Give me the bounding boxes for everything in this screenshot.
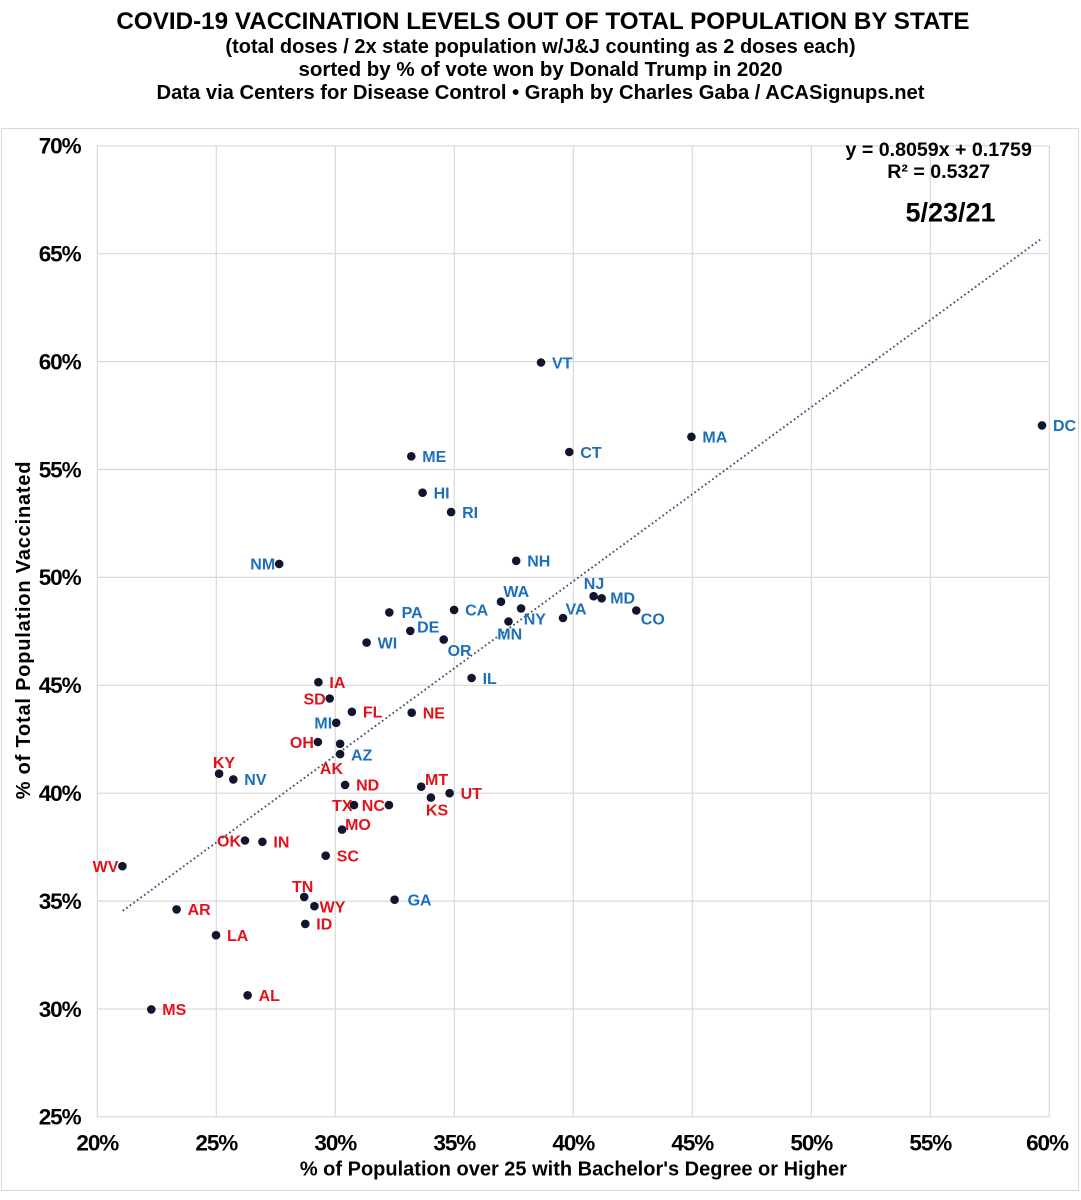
svg-text:MD: MD: [610, 591, 635, 608]
svg-text:MT: MT: [425, 772, 448, 789]
svg-text:40%: 40%: [39, 781, 82, 806]
svg-text:TN: TN: [292, 879, 313, 896]
svg-text:y = 0.8059x + 0.1759: y = 0.8059x + 0.1759: [846, 139, 1032, 161]
svg-text:5/23/21: 5/23/21: [905, 198, 995, 228]
svg-text:OR: OR: [448, 643, 472, 660]
svg-text:ID: ID: [316, 917, 332, 934]
svg-text:NE: NE: [423, 706, 446, 723]
svg-text:R² = 0.5327: R² = 0.5327: [887, 161, 990, 183]
svg-text:AZ: AZ: [351, 748, 373, 765]
svg-text:65%: 65%: [39, 242, 82, 267]
svg-text:VT: VT: [552, 355, 573, 372]
svg-text:MN: MN: [497, 627, 522, 644]
svg-text:MS: MS: [162, 1002, 186, 1019]
svg-text:% of Population over 25 with B: % of Population over 25 with Bachelor's …: [300, 1159, 847, 1181]
svg-text:WY: WY: [320, 899, 346, 916]
svg-text:25%: 25%: [39, 1105, 82, 1130]
svg-text:KS: KS: [426, 802, 449, 819]
svg-text:GA: GA: [408, 893, 432, 910]
svg-text:NY: NY: [524, 611, 547, 628]
svg-text:WA: WA: [503, 584, 529, 601]
svg-text:40%: 40%: [552, 1131, 595, 1156]
svg-text:NC: NC: [362, 798, 386, 815]
svg-text:MO: MO: [345, 817, 371, 834]
svg-text:AR: AR: [188, 902, 212, 919]
svg-text:MI: MI: [314, 716, 332, 733]
svg-text:50%: 50%: [39, 565, 82, 590]
svg-text:WV: WV: [93, 859, 119, 876]
svg-text:MA: MA: [702, 430, 727, 447]
svg-text:CT: CT: [580, 445, 602, 462]
svg-text:IA: IA: [329, 675, 345, 692]
svg-text:KY: KY: [213, 755, 236, 772]
svg-text:ME: ME: [422, 449, 446, 466]
svg-text:IL: IL: [483, 671, 497, 688]
svg-text:OH: OH: [290, 735, 314, 752]
svg-text:UT: UT: [461, 786, 483, 803]
svg-text:35%: 35%: [433, 1131, 476, 1156]
svg-text:DE: DE: [417, 619, 440, 636]
svg-text:55%: 55%: [39, 457, 82, 482]
svg-text:35%: 35%: [39, 889, 82, 914]
svg-text:20%: 20%: [76, 1131, 119, 1156]
svg-text:CA: CA: [465, 603, 489, 620]
svg-text:55%: 55%: [909, 1131, 952, 1156]
svg-text:TX: TX: [332, 798, 353, 815]
svg-text:% of Total Population Vaccinat: % of Total Population Vaccinated: [13, 461, 35, 800]
svg-text:NH: NH: [527, 554, 550, 571]
svg-text:VA: VA: [566, 602, 587, 619]
svg-text:45%: 45%: [671, 1131, 714, 1156]
svg-text:PA: PA: [402, 605, 423, 622]
svg-text:SC: SC: [337, 849, 360, 866]
svg-text:70%: 70%: [39, 134, 82, 159]
svg-text:IN: IN: [273, 835, 289, 852]
svg-text:ND: ND: [356, 778, 379, 795]
svg-text:RI: RI: [462, 505, 478, 522]
svg-text:45%: 45%: [39, 673, 82, 698]
svg-text:50%: 50%: [790, 1131, 833, 1156]
svg-text:SD: SD: [303, 691, 325, 708]
svg-text:OK: OK: [217, 833, 241, 850]
svg-text:25%: 25%: [195, 1131, 238, 1156]
svg-text:WI: WI: [378, 635, 398, 652]
svg-text:NJ: NJ: [584, 576, 604, 593]
svg-text:AK: AK: [320, 761, 344, 778]
svg-text:NM: NM: [250, 557, 275, 574]
svg-text:30%: 30%: [314, 1131, 357, 1156]
svg-text:FL: FL: [363, 705, 383, 722]
svg-text:CO: CO: [641, 611, 665, 628]
svg-text:LA: LA: [227, 928, 249, 945]
svg-text:NV: NV: [244, 772, 267, 789]
svg-text:AL: AL: [259, 988, 281, 1005]
svg-text:30%: 30%: [39, 997, 82, 1022]
svg-text:DC: DC: [1053, 418, 1077, 435]
svg-text:60%: 60%: [1026, 1131, 1069, 1156]
svg-text:60%: 60%: [39, 349, 82, 374]
svg-text:HI: HI: [434, 486, 450, 503]
